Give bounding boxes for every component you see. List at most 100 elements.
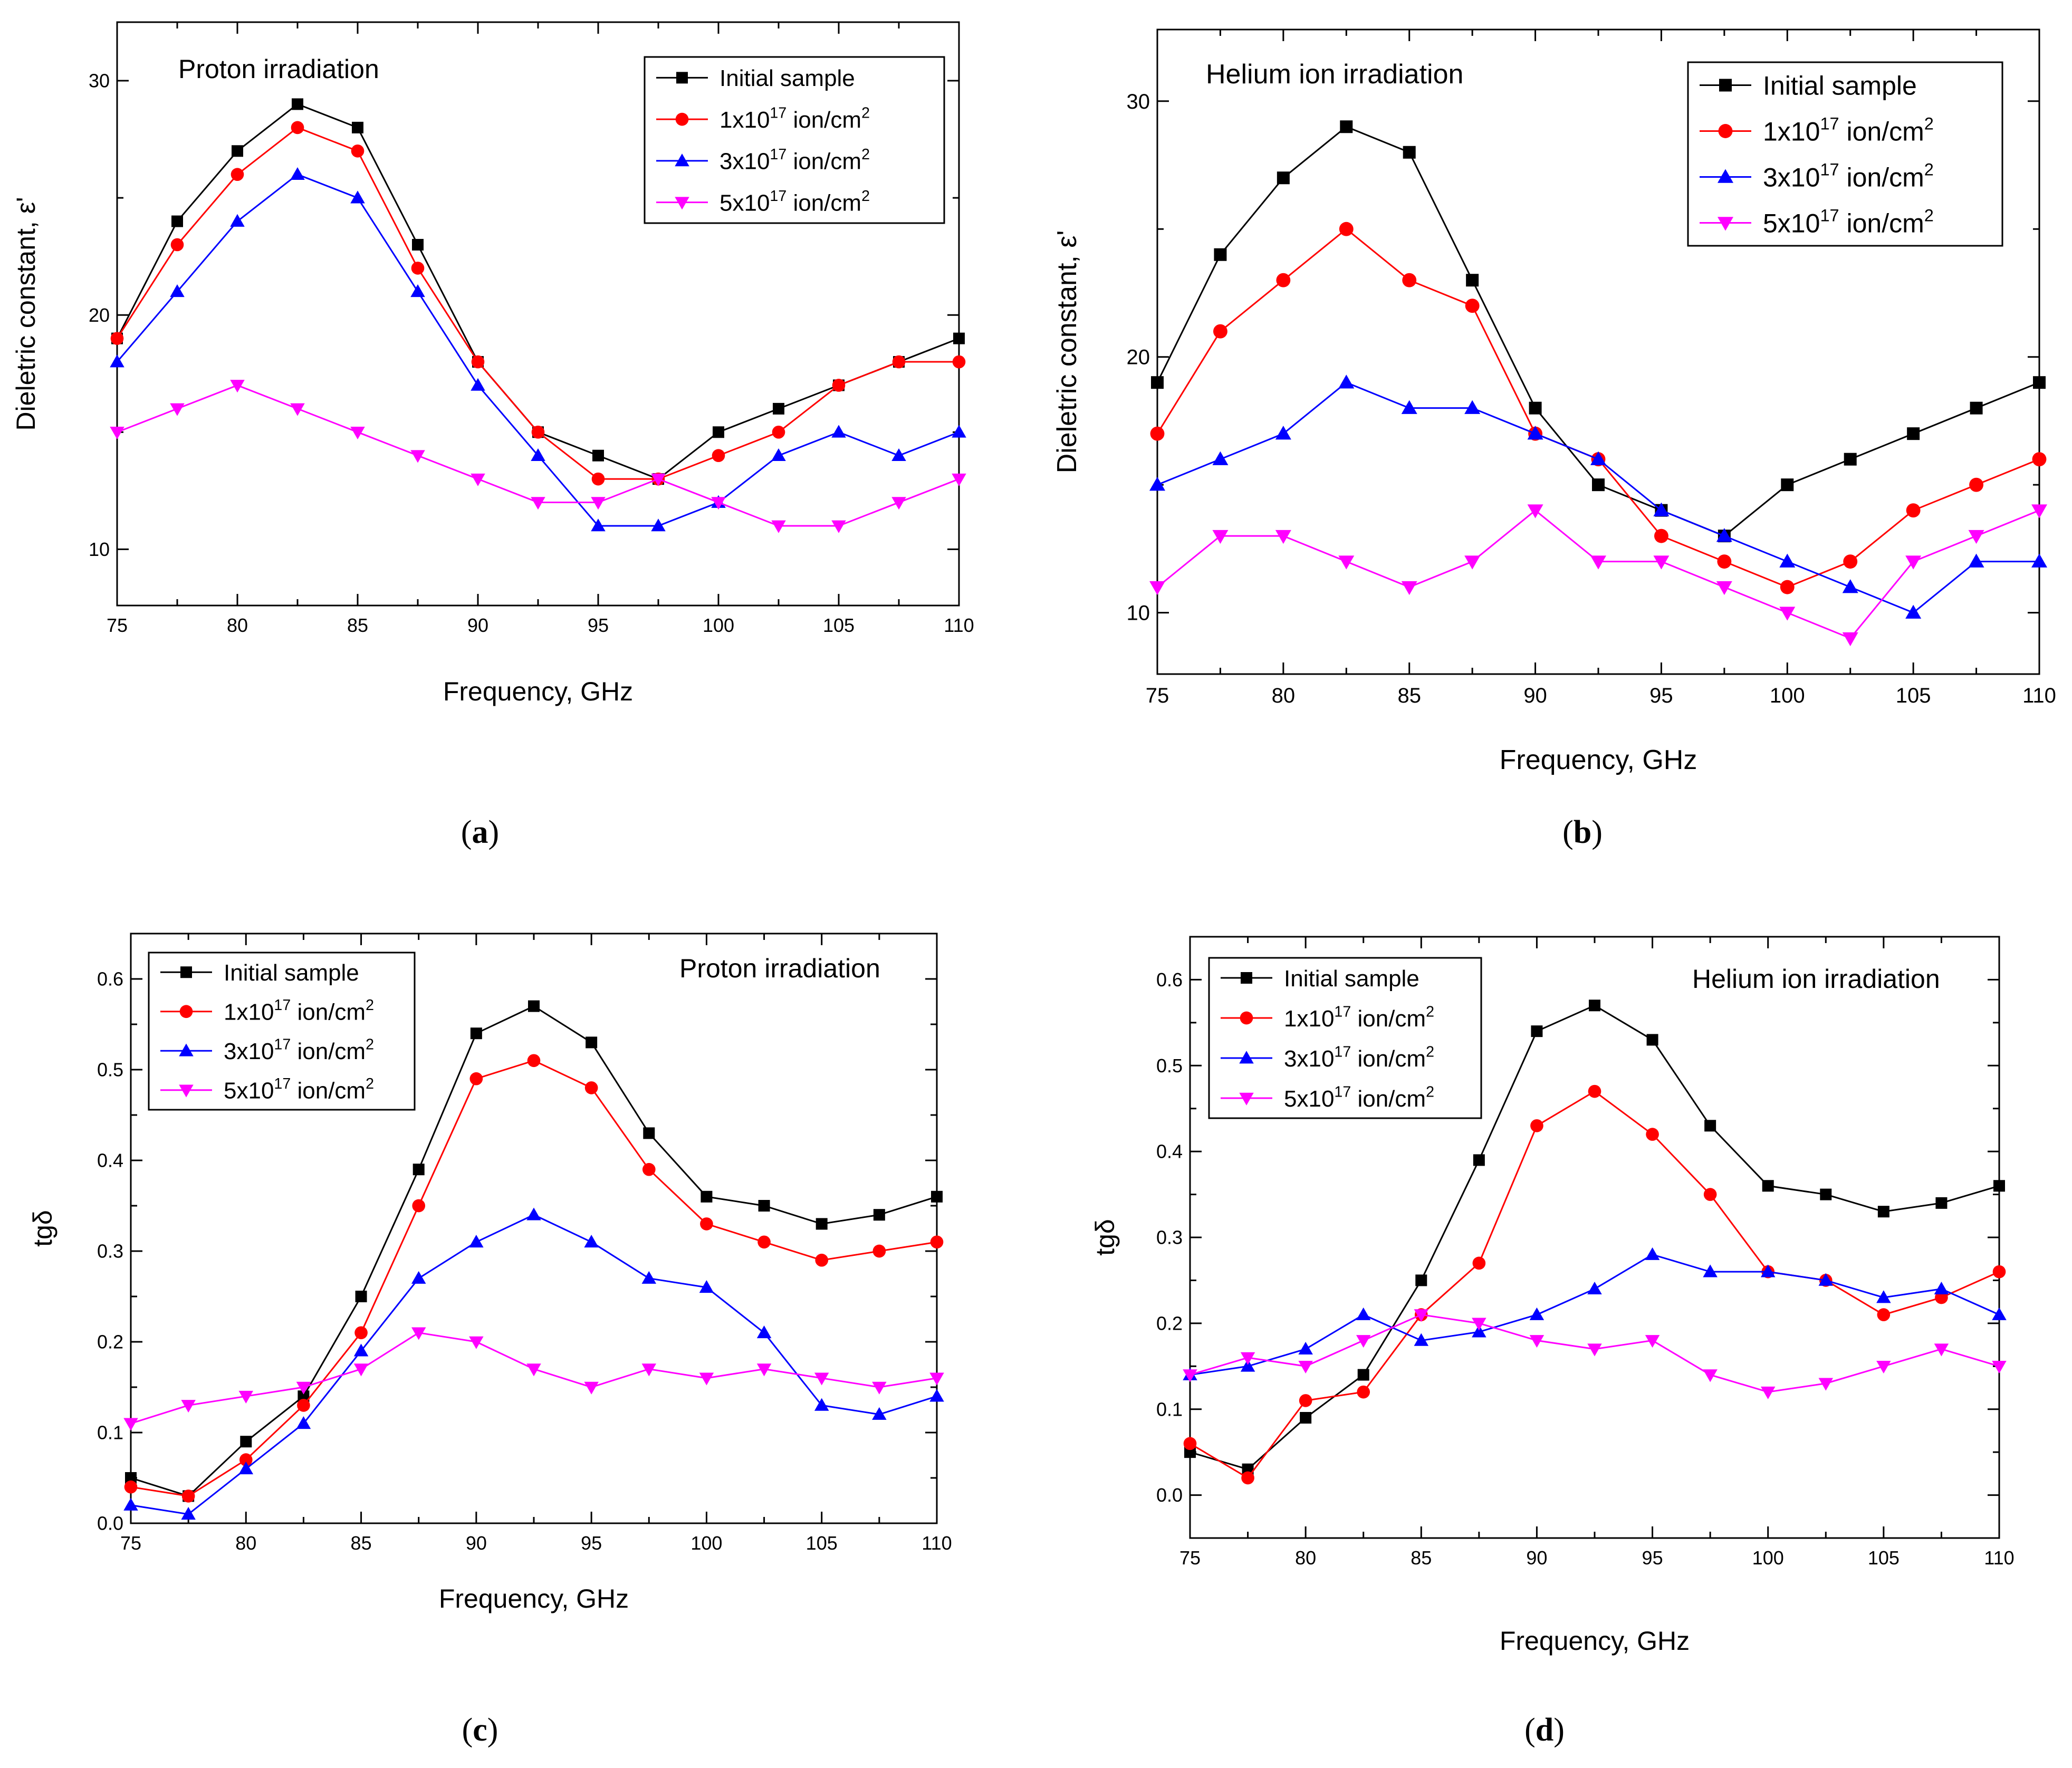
data-point-0-d [1415, 1274, 1427, 1286]
x-tick-label-b: 90 [1523, 684, 1547, 707]
data-point-1-c [815, 1253, 829, 1267]
data-point-3-d [1992, 1360, 2007, 1374]
series-line-1-c [131, 1060, 937, 1497]
data-point-3-c [756, 1363, 772, 1377]
data-point-2-d [1934, 1281, 1949, 1295]
data-point-1-a [231, 168, 244, 181]
data-point-2-a [230, 214, 245, 227]
x-tick-label-b: 105 [1896, 684, 1931, 707]
data-point-0-a [352, 121, 363, 133]
data-point-0-b [1844, 453, 1857, 466]
x-tick-label-a: 90 [467, 614, 488, 636]
y-tick-label-d: 0.0 [1156, 1484, 1183, 1506]
x-tick-label-b: 110 [2022, 684, 2056, 707]
x-tick-label-d: 85 [1411, 1547, 1432, 1569]
legend-entry-0-c: Initial sample [224, 960, 359, 986]
x-tick-label-c: 100 [690, 1532, 722, 1554]
data-point-0-a [713, 426, 724, 438]
data-point-1-b [1843, 554, 1858, 569]
data-point-0-c [643, 1127, 655, 1139]
data-point-1-c [239, 1453, 253, 1466]
panel-caption-a: (a) [461, 814, 499, 850]
legend-entry-3-c: 5x1017 ion/cm2 [224, 1075, 374, 1103]
data-point-0-a [292, 98, 303, 110]
data-point-3-c [929, 1372, 944, 1386]
data-point-2-c [181, 1507, 196, 1520]
data-point-1-c [297, 1399, 310, 1412]
chart-panel-c: 75 80 85 90 95 100 105 110 0.0 0.1 0.2 0.3 0.4 0.5 0.6… [28, 933, 952, 1748]
x-tick-label-d: 75 [1179, 1547, 1201, 1569]
legend-marker-0-d [1241, 972, 1252, 984]
data-point-1-d [1299, 1394, 1312, 1407]
y-tick-label-c: 0.1 [97, 1422, 123, 1444]
legend-marker-1-d [1240, 1011, 1253, 1025]
data-point-2-c [872, 1407, 887, 1420]
x-tick-label-b: 95 [1649, 684, 1673, 707]
data-point-3-b [1842, 632, 1858, 647]
x-tick-label-b: 100 [1770, 684, 1805, 707]
data-point-2-d [1703, 1264, 1718, 1277]
data-point-3-b [1905, 555, 1922, 570]
x-axis-label-d: Frequency, GHz [1500, 1626, 1690, 1656]
legend-marker-0-b [1719, 79, 1732, 92]
data-point-2-a [410, 284, 425, 297]
x-tick-label-a: 100 [703, 614, 734, 636]
data-point-0-d [1589, 1000, 1600, 1012]
legend-entry-1-d: 1x1017 ion/cm2 [1284, 1003, 1434, 1031]
legend-entry-0-a: Initial sample [720, 65, 855, 91]
data-point-1-b [1213, 324, 1227, 339]
data-point-3-c [353, 1363, 369, 1377]
data-point-2-d [1472, 1324, 1486, 1338]
x-tick-label-b: 85 [1397, 684, 1421, 707]
data-point-3-c [181, 1400, 196, 1413]
x-tick-label-a: 85 [347, 614, 368, 636]
series-2-b [1149, 374, 2047, 619]
data-point-1-a [531, 425, 545, 439]
y-tick-label-c: 0.5 [97, 1059, 123, 1081]
data-point-2-c [584, 1235, 599, 1248]
legend-marker-0-a [676, 72, 688, 84]
data-point-0-d [1877, 1206, 1889, 1218]
data-point-2-c [353, 1343, 369, 1357]
data-point-1-b [1276, 273, 1291, 287]
data-point-2-b [1905, 604, 1922, 619]
data-point-1-b [1339, 222, 1354, 236]
data-point-0-b [1466, 274, 1479, 287]
data-point-2-c [123, 1497, 138, 1511]
data-point-3-a [350, 426, 365, 440]
series-0-c [125, 1000, 943, 1502]
x-tick-label-c: 85 [351, 1532, 372, 1554]
x-tick-label-c: 95 [581, 1532, 602, 1554]
data-point-2-b [1275, 426, 1291, 440]
data-point-1-c [757, 1235, 771, 1249]
data-point-1-c [469, 1072, 483, 1085]
data-point-3-b [2031, 504, 2047, 518]
data-point-0-c [931, 1190, 943, 1203]
data-point-2-c [296, 1416, 311, 1429]
data-point-1-c [872, 1244, 886, 1258]
data-point-0-b [1151, 376, 1164, 389]
x-tick-label-a: 80 [227, 614, 248, 636]
legend-d: Initial sample 1x1017 ion/cm2 3x1017 ion/c… [1208, 957, 1482, 1119]
data-point-2-a [170, 284, 185, 297]
data-point-1-a [110, 332, 124, 345]
data-point-1-d [1530, 1119, 1543, 1132]
series-line-2-b [1157, 381, 2039, 614]
plot-title-c: Proton irradiation [679, 954, 880, 983]
data-point-1-d [1646, 1128, 1659, 1141]
data-point-3-a [170, 403, 185, 416]
y-tick-label-d: 0.6 [1156, 969, 1183, 991]
data-point-2-b [1464, 400, 1481, 414]
data-point-0-c [816, 1218, 828, 1230]
data-point-3-a [771, 520, 786, 533]
legend-marker-3-d [1239, 1092, 1254, 1106]
series-3-b [1149, 504, 2047, 647]
data-point-3-a [110, 426, 124, 440]
chart-panel-d: 75 80 85 90 95 100 105 110 0.0 0.1 0.2 0.3 0.4 0.5 0.6… [1090, 936, 2015, 1748]
data-point-1-b [1780, 580, 1795, 594]
data-point-0-d [1357, 1369, 1369, 1381]
data-point-2-a [290, 167, 305, 180]
x-tick-label-c: 80 [235, 1532, 256, 1554]
data-point-3-a [831, 520, 846, 533]
data-point-3-a [711, 497, 726, 510]
